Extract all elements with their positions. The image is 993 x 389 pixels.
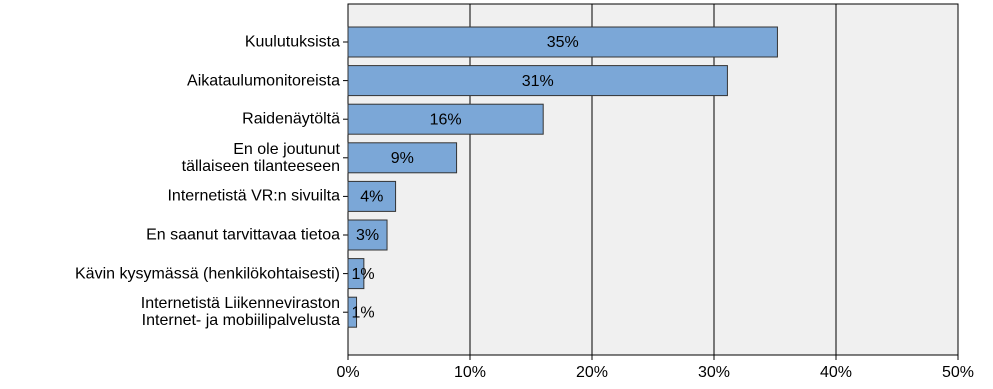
y-tick-label: Internetistä VR:n sivuilta bbox=[167, 187, 340, 205]
y-tick-label: Aikataulumonitoreista bbox=[187, 72, 340, 90]
y-tick-label: Raidenäytöltä bbox=[242, 110, 340, 128]
bar bbox=[347, 103, 544, 135]
data-label: 3% bbox=[356, 227, 379, 244]
y-tick-label: Kävin kysymässä (henkilökohtaisesti) bbox=[75, 265, 340, 283]
x-tick-label: 20% bbox=[576, 364, 608, 381]
x-tick-label: 10% bbox=[454, 364, 486, 381]
bar bbox=[347, 296, 358, 328]
bar bbox=[347, 26, 778, 58]
data-label: 35% bbox=[547, 34, 579, 51]
bar bbox=[347, 180, 397, 212]
data-label: 9% bbox=[391, 150, 414, 167]
y-tick-label: Internetistä Liikenneviraston Internet- … bbox=[140, 295, 340, 330]
bar bbox=[347, 258, 365, 290]
y-tick-label: En saanut tarvittavaa tietoa bbox=[146, 226, 340, 244]
plot-area bbox=[347, 3, 959, 356]
data-label: 4% bbox=[360, 189, 383, 206]
bar bbox=[347, 142, 458, 174]
x-tick-label: 50% bbox=[942, 364, 974, 381]
bar bbox=[347, 65, 728, 97]
bar bbox=[347, 219, 388, 251]
data-label: 1% bbox=[351, 266, 374, 283]
y-tick-label: En ole joutunut tällaiseen tilanteeseen bbox=[181, 140, 340, 175]
data-label: 16% bbox=[430, 111, 462, 128]
data-label: 31% bbox=[522, 73, 554, 90]
x-tick-label: 40% bbox=[820, 364, 852, 381]
data-label: 1% bbox=[351, 304, 374, 321]
x-tick-label: 30% bbox=[698, 364, 730, 381]
y-tick-label: Kuulutuksista bbox=[244, 33, 340, 51]
x-tick-label: 0% bbox=[336, 364, 359, 381]
